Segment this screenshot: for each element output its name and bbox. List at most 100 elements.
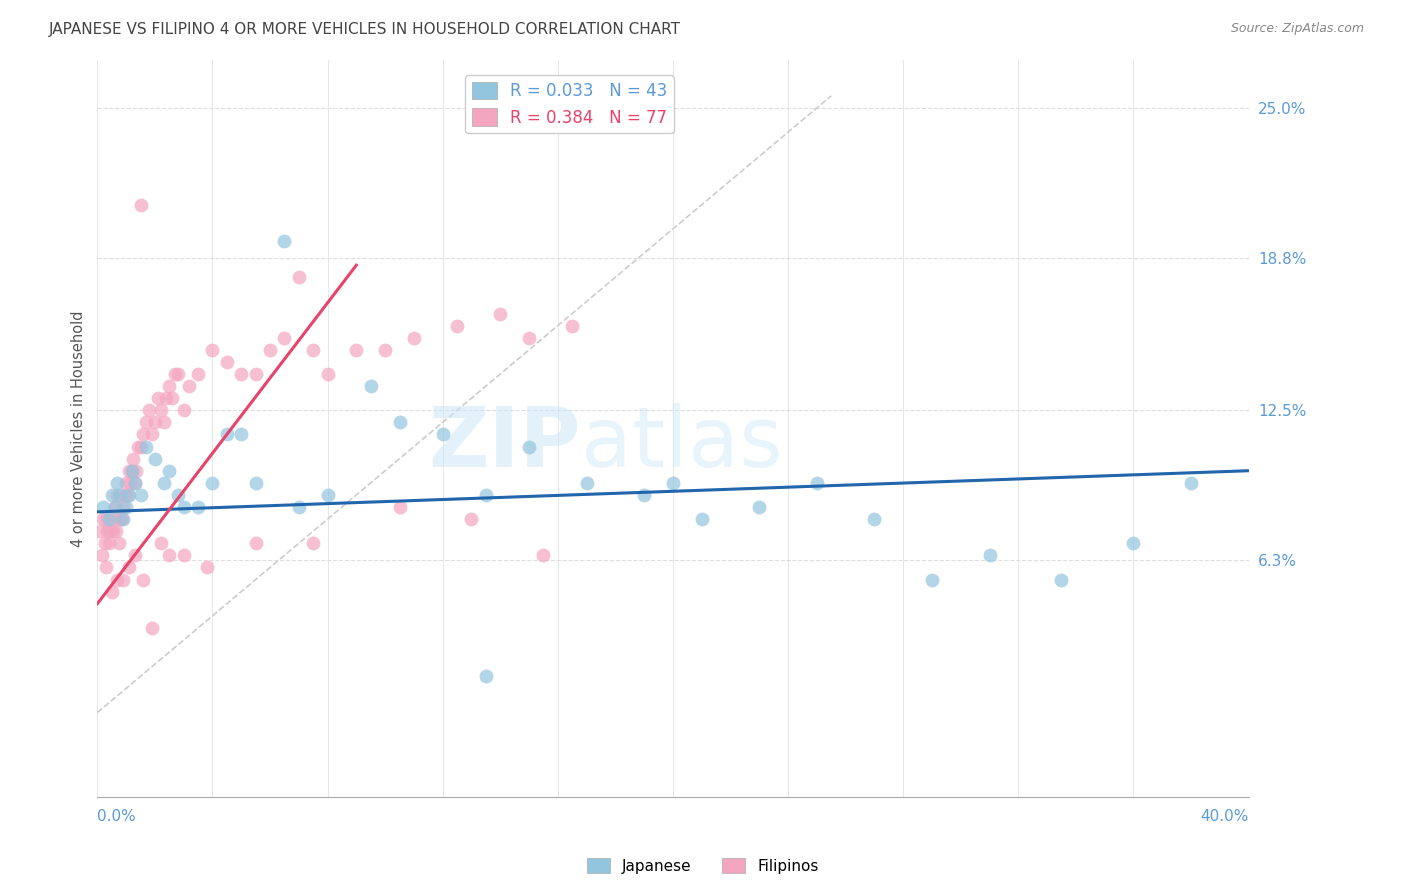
Point: [157, 379, 180, 393]
Text: Source: ZipAtlas.com: Source: ZipAtlas.com: [1230, 22, 1364, 36]
Point: [360, 379, 382, 393]
Point: [94, 512, 117, 526]
Point: [231, 367, 253, 381]
Point: [118, 488, 141, 502]
Point: [141, 427, 163, 442]
Point: [173, 500, 195, 514]
Point: [97, 536, 120, 550]
Point: [143, 416, 166, 430]
Point: [129, 197, 152, 211]
Text: atlas: atlas: [581, 402, 783, 483]
Point: [215, 427, 238, 442]
Point: [108, 536, 131, 550]
Point: [118, 464, 141, 478]
Point: [316, 488, 339, 502]
Point: [273, 331, 295, 345]
Point: [121, 464, 143, 478]
Point: [921, 573, 943, 587]
Point: [201, 475, 224, 490]
Point: [143, 451, 166, 466]
Point: [124, 475, 146, 490]
Point: [662, 475, 685, 490]
Point: [1050, 573, 1073, 587]
Point: [107, 573, 129, 587]
Point: [118, 560, 141, 574]
Point: [979, 549, 1001, 563]
Point: [141, 621, 163, 635]
Point: [110, 488, 132, 502]
Point: [94, 560, 117, 574]
Point: [475, 669, 498, 683]
Point: [633, 488, 655, 502]
Point: [121, 464, 143, 478]
Point: [1122, 536, 1144, 550]
Point: [259, 343, 281, 357]
Point: [374, 343, 396, 357]
Point: [388, 416, 411, 430]
Point: [173, 403, 195, 417]
Point: [302, 536, 325, 550]
Point: [517, 331, 540, 345]
Point: [245, 475, 267, 490]
Point: [117, 488, 139, 502]
Point: [533, 549, 555, 563]
Point: [187, 367, 209, 381]
Point: [124, 549, 146, 563]
Point: [104, 500, 127, 514]
Point: [302, 343, 325, 357]
Point: [107, 488, 129, 502]
Point: [96, 524, 118, 539]
Point: [157, 464, 180, 478]
Text: ZIP: ZIP: [429, 402, 581, 483]
Point: [201, 343, 224, 357]
Point: [517, 440, 540, 454]
Point: [475, 488, 498, 502]
Point: [112, 573, 135, 587]
Legend: R = 0.033   N = 43, R = 0.384   N = 77: R = 0.033 N = 43, R = 0.384 N = 77: [465, 75, 673, 133]
Point: [288, 500, 311, 514]
Point: [149, 536, 172, 550]
Point: [132, 427, 155, 442]
Point: [489, 306, 512, 320]
Point: [120, 475, 142, 490]
Point: [125, 464, 148, 478]
Point: [152, 416, 174, 430]
Point: [104, 500, 127, 514]
Point: [91, 512, 114, 526]
Point: [245, 367, 267, 381]
Point: [111, 512, 134, 526]
Point: [748, 500, 770, 514]
Point: [561, 318, 583, 333]
Point: [138, 403, 160, 417]
Point: [93, 536, 115, 550]
Point: [91, 500, 114, 514]
Point: [90, 549, 112, 563]
Point: [316, 367, 339, 381]
Point: [135, 440, 157, 454]
Legend: Japanese, Filipinos: Japanese, Filipinos: [581, 852, 825, 880]
Point: [129, 440, 152, 454]
Point: [388, 500, 411, 514]
Point: [155, 391, 177, 405]
Point: [149, 403, 172, 417]
Point: [165, 367, 187, 381]
Point: [124, 475, 146, 490]
Point: [460, 512, 482, 526]
Point: [114, 488, 136, 502]
Point: [105, 524, 128, 539]
Point: [112, 512, 135, 526]
Point: [245, 536, 267, 550]
Point: [146, 391, 169, 405]
Point: [100, 512, 122, 526]
Point: [273, 234, 295, 248]
Point: [690, 512, 713, 526]
Point: [167, 488, 190, 502]
Point: [89, 524, 111, 539]
Point: [157, 549, 180, 563]
Point: [173, 549, 195, 563]
Point: [160, 391, 183, 405]
Point: [127, 440, 149, 454]
Point: [863, 512, 886, 526]
Point: [115, 500, 138, 514]
Text: 40.0%: 40.0%: [1201, 809, 1249, 824]
